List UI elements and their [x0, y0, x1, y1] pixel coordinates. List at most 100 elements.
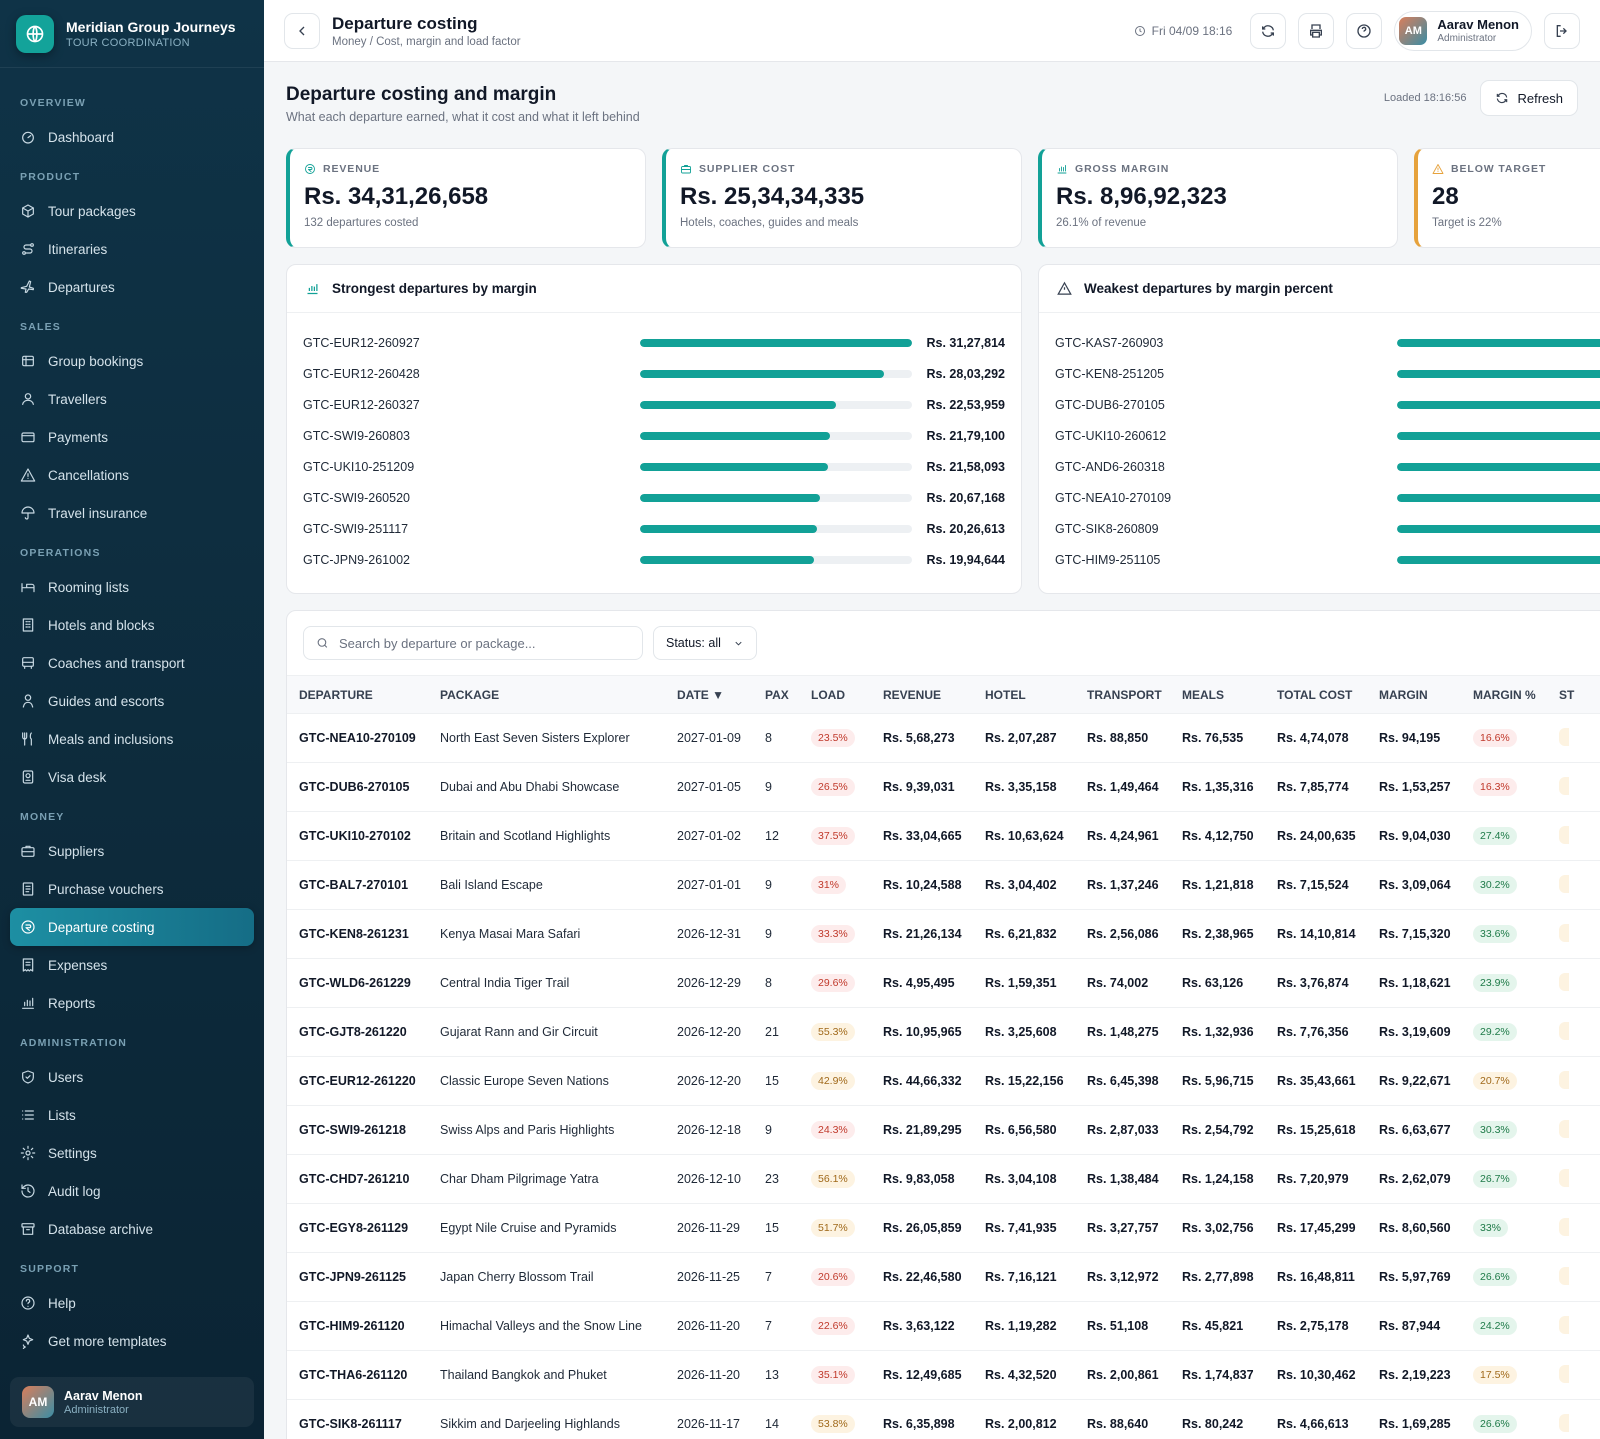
column-header[interactable]: PAX: [753, 675, 799, 714]
sidebar-item-tour-packages[interactable]: Tour packages: [10, 192, 254, 230]
sidebar-item-label: Expenses: [48, 957, 108, 973]
bar-fill: [640, 493, 821, 502]
table-row[interactable]: GTC-SWI9-261218 Swiss Alps and Paris High…: [287, 1105, 1600, 1155]
status-filter-value: Status: all: [666, 636, 721, 650]
sidebar-item-travel-insurance[interactable]: Travel insurance: [10, 494, 254, 532]
table-row[interactable]: GTC-CHD7-261210 Char Dham Pilgrimage Yatr…: [287, 1154, 1600, 1204]
bar-row[interactable]: GTC-SWI9-260803 Rs. 21,79,100: [303, 420, 1005, 451]
column-header[interactable]: DATE ▼: [665, 675, 753, 714]
bar-row[interactable]: GTC-SWI9-260520 Rs. 20,67,168: [303, 482, 1005, 513]
sidebar-item-label: Cancellations: [48, 467, 130, 483]
sidebar-item-lists[interactable]: Lists: [10, 1096, 254, 1134]
table-row[interactable]: GTC-NEA10-270109 North East Seven Sisters…: [287, 713, 1600, 763]
sidebar-item-visa-desk[interactable]: Visa desk: [10, 758, 254, 796]
sidebar-item-travellers[interactable]: Travellers: [10, 380, 254, 418]
bar-row[interactable]: GTC-EUR12-260927 Rs. 31,27,814: [303, 327, 1005, 358]
coin-icon: [305, 164, 315, 174]
bar-row[interactable]: GTC-UKI10-251209 Rs. 21,58,093: [303, 451, 1005, 482]
status-filter[interactable]: Status: all: [653, 626, 757, 660]
table-row[interactable]: GTC-JPN9-261125 Japan Cherry Blossom Trai…: [287, 1252, 1600, 1302]
sidebar-item-help[interactable]: Help: [10, 1284, 254, 1322]
margin-percent-cell: 24.2%: [1461, 1301, 1547, 1351]
table-row[interactable]: GTC-THA6-261120 Thailand Bangkok and Phuk…: [287, 1350, 1600, 1400]
bar-row[interactable]: GTC-HIM9-251105: [1055, 544, 1600, 575]
column-header[interactable]: DEPARTURE: [287, 675, 428, 714]
refresh-button[interactable]: Refresh: [1480, 80, 1578, 116]
column-header[interactable]: MEALS: [1170, 675, 1265, 714]
table-row[interactable]: GTC-KEN8-261231 Kenya Masai Mara Safari 20…: [287, 909, 1600, 959]
sidebar-item-payments[interactable]: Payments: [10, 418, 254, 456]
table-row[interactable]: GTC-EGY8-261129 Egypt Nile Cruise and Pyr…: [287, 1203, 1600, 1253]
print-button[interactable]: [1298, 12, 1335, 49]
table-row[interactable]: GTC-WLD6-261229 Central India Tiger Trail…: [287, 958, 1600, 1008]
sidebar-item-departures[interactable]: Departures: [10, 268, 254, 306]
bar-row[interactable]: GTC-JPN9-261002 Rs. 19,94,644: [303, 544, 1005, 575]
sidebar-item-suppliers[interactable]: Suppliers: [10, 832, 254, 870]
departure-code: GTC-DUB6-270105: [1055, 397, 1165, 412]
bar-row[interactable]: GTC-DUB6-270105: [1055, 389, 1600, 420]
table-row[interactable]: GTC-SIK8-261117 Sikkim and Darjeeling Hig…: [287, 1399, 1600, 1439]
sidebar-item-dashboard[interactable]: Dashboard: [10, 118, 254, 156]
status-cell: [1547, 1007, 1600, 1057]
column-header[interactable]: MARGIN: [1367, 675, 1461, 714]
table-row[interactable]: GTC-BAL7-270101 Bali Island Escape 2027-01…: [287, 860, 1600, 910]
table-row[interactable]: GTC-DUB6-270105 Dubai and Abu Dhabi Showc…: [287, 762, 1600, 812]
sidebar-item-database-archive[interactable]: Database archive: [10, 1210, 254, 1248]
column-header[interactable]: PACKAGE: [428, 675, 665, 714]
sidebar-item-meals-and-inclusions[interactable]: Meals and inclusions: [10, 720, 254, 758]
margin-amount: Rs. 20,26,613: [926, 521, 1006, 536]
bar-row[interactable]: GTC-EUR12-260327 Rs. 22,53,959: [303, 389, 1005, 420]
sidebar-item-reports[interactable]: Reports: [10, 984, 254, 1022]
logout-button[interactable]: [1544, 12, 1580, 49]
bar-fill: [1397, 369, 1600, 378]
margin-percent-badge: 16.3%: [1473, 778, 1517, 796]
table-row[interactable]: GTC-GJT8-261220 Gujarat Rann and Gir Circ…: [287, 1007, 1600, 1057]
table-cell: Rs. 7,15,524: [1265, 860, 1367, 910]
bar-row[interactable]: GTC-SIK8-260809: [1055, 513, 1600, 544]
sync-button[interactable]: [1250, 12, 1287, 49]
bar-row[interactable]: GTC-UKI10-260612: [1055, 420, 1600, 451]
sidebar-item-settings[interactable]: Settings: [10, 1134, 254, 1172]
table-cell: GTC-KEN8-261231: [287, 909, 428, 959]
bar-row[interactable]: GTC-AND6-260318: [1055, 451, 1600, 482]
bar-row[interactable]: GTC-KAS7-260903: [1055, 327, 1600, 358]
column-header[interactable]: HOTEL: [973, 675, 1075, 714]
strongest-panel: Strongest departures by margin GTC-EUR12…: [286, 264, 1022, 594]
column-header[interactable]: ST: [1547, 675, 1600, 714]
load-cell: 23.5%: [799, 713, 871, 763]
back-button[interactable]: [284, 12, 320, 49]
sidebar-user-card[interactable]: AM Aarav Menon Administrator: [10, 1377, 254, 1427]
user-menu[interactable]: AM Aarav Menon Administrator: [1394, 10, 1532, 51]
bar-row[interactable]: GTC-NEA10-270109: [1055, 482, 1600, 513]
sidebar-item-group-bookings[interactable]: Group bookings: [10, 342, 254, 380]
brand[interactable]: Meridian Group Journeys TOUR COORDINATIO…: [0, 0, 264, 68]
bar-row[interactable]: GTC-EUR12-260428 Rs. 28,03,292: [303, 358, 1005, 389]
sidebar-item-coaches-and-transport[interactable]: Coaches and transport: [10, 644, 254, 682]
sidebar-item-departure-costing[interactable]: Departure costing: [10, 908, 254, 946]
search-input[interactable]: [338, 635, 630, 651]
sidebar-item-guides-and-escorts[interactable]: Guides and escorts: [10, 682, 254, 720]
sidebar-item-audit-log[interactable]: Audit log: [10, 1172, 254, 1210]
sidebar-item-label: Departures: [48, 279, 115, 295]
sidebar-item-itineraries[interactable]: Itineraries: [10, 230, 254, 268]
table-row[interactable]: GTC-UKI10-270102 Britain and Scotland Hig…: [287, 811, 1600, 861]
column-header[interactable]: TOTAL COST: [1265, 675, 1367, 714]
column-header[interactable]: MARGIN %: [1461, 675, 1547, 714]
sidebar-item-expenses[interactable]: Expenses: [10, 946, 254, 984]
sidebar-item-rooming-lists[interactable]: Rooming lists: [10, 568, 254, 606]
sidebar-item-hotels-and-blocks[interactable]: Hotels and blocks: [10, 606, 254, 644]
sidebar-item-get-more-templates[interactable]: Get more templates: [10, 1322, 254, 1360]
bar-row[interactable]: GTC-SWI9-251117 Rs. 20,26,613: [303, 513, 1005, 544]
sidebar-item-cancellations[interactable]: Cancellations: [10, 456, 254, 494]
sidebar-item-purchase-vouchers[interactable]: Purchase vouchers: [10, 870, 254, 908]
search-box[interactable]: [303, 626, 643, 660]
user-name: Aarav Menon: [1437, 17, 1519, 32]
bar-row[interactable]: GTC-KEN8-251205: [1055, 358, 1600, 389]
table-row[interactable]: GTC-EUR12-261220 Classic Europe Seven Nat…: [287, 1056, 1600, 1106]
column-header[interactable]: TRANSPORT: [1075, 675, 1170, 714]
column-header[interactable]: REVENUE: [871, 675, 973, 714]
table-row[interactable]: GTC-HIM9-261120 Himachal Valleys and the …: [287, 1301, 1600, 1351]
sidebar-item-users[interactable]: Users: [10, 1058, 254, 1096]
column-header[interactable]: LOAD: [799, 675, 871, 714]
help-button[interactable]: [1346, 12, 1383, 49]
